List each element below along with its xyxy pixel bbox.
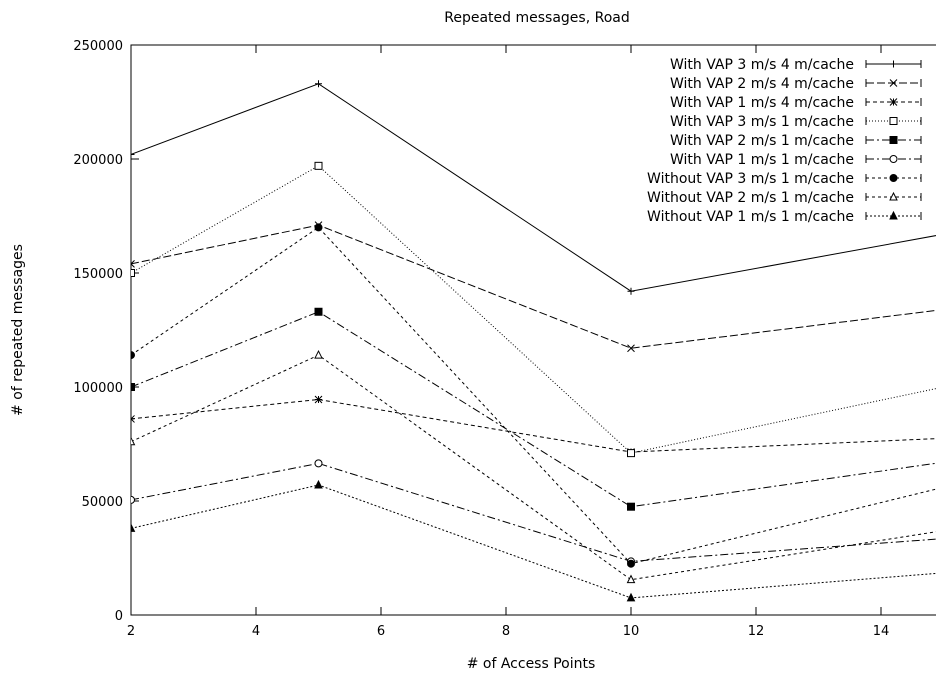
legend-label: With VAP 2 m/s 1 m/cache: [670, 133, 854, 149]
filled-triangle-marker: [131, 523, 136, 532]
filled-square-marker: [627, 502, 635, 511]
square-marker: [889, 117, 898, 125]
star-marker: [131, 415, 135, 423]
filled-triangle-marker: [626, 592, 636, 602]
legend-item: Without VAP 2 m/s 1 m/cache: [647, 190, 922, 206]
y-tick-label: 50000: [82, 495, 123, 510]
triangle-marker: [314, 349, 323, 359]
x-axis-label: # of Access Points: [467, 656, 596, 672]
plus-marker: [627, 287, 635, 295]
legend-item: With VAP 2 m/s 4 m/cache: [670, 76, 922, 92]
legend-label: With VAP 3 m/s 1 m/cache: [670, 114, 854, 130]
square-marker: [627, 449, 635, 458]
y-tick-label: 0: [115, 609, 123, 624]
filled-circle-marker: [131, 351, 135, 360]
legend-label: Without VAP 2 m/s 1 m/cache: [647, 190, 854, 206]
series-line: [131, 462, 936, 562]
star-marker: [889, 98, 898, 106]
star-marker: [314, 395, 323, 404]
series-line: [131, 311, 936, 508]
axes: 2 4 6 8 10 12 14 0 50000 100000 150000 200000 250000: [73, 39, 890, 639]
series-9: [131, 479, 936, 602]
filled-triangle-marker: [314, 479, 323, 489]
legend-item: With VAP 1 m/s 4 m/cache: [670, 95, 922, 111]
x-tick-label: 8: [502, 624, 510, 639]
x-tick-label: 14: [873, 624, 890, 639]
legend-item: Without VAP 3 m/s 1 m/cache: [647, 171, 922, 187]
x-tick-label: 4: [252, 624, 260, 639]
legend-label: With VAP 1 m/s 4 m/cache: [670, 95, 854, 111]
square-marker: [131, 269, 135, 277]
plus-marker: [890, 60, 897, 68]
filled-circle-marker: [627, 559, 635, 568]
circle-marker: [889, 155, 898, 163]
filled-circle-marker: [314, 223, 323, 232]
series-4: [131, 161, 936, 458]
y-axis-label: # of repeated messages: [10, 244, 26, 416]
x-tick-label: 10: [623, 624, 640, 639]
y-tick-label: 250000: [73, 39, 123, 54]
series-1: [131, 80, 936, 295]
x-tick-label: 6: [377, 624, 385, 639]
filled-square-marker: [889, 136, 898, 144]
filled-square-marker: [131, 383, 135, 391]
plus-marker: [315, 80, 322, 88]
series-line: [131, 226, 936, 565]
series-3: [131, 395, 936, 456]
filled-triangle-marker: [889, 210, 898, 220]
legend-item: With VAP 3 m/s 4 m/cache: [670, 57, 922, 73]
circle-marker: [314, 459, 323, 468]
plus-marker: [131, 150, 135, 158]
x-marker: [131, 260, 135, 268]
y-tick-label: 150000: [73, 267, 123, 282]
series-line: [131, 354, 936, 581]
x-tick-label: 2: [127, 624, 135, 639]
triangle-marker: [131, 436, 136, 446]
square-marker: [314, 161, 323, 170]
y-tick-label: 100000: [73, 381, 123, 396]
series-5: [131, 307, 936, 511]
series-line: [131, 398, 936, 453]
filled-square-marker: [314, 307, 323, 316]
x-marker: [627, 344, 635, 353]
x-tick-label: 12: [748, 624, 765, 639]
legend-item: Without VAP 1 m/s 1 m/cache: [647, 209, 922, 225]
legend-label: Without VAP 1 m/s 1 m/cache: [647, 209, 854, 225]
y-tick-label: 200000: [73, 153, 123, 168]
series-2: [131, 221, 936, 353]
plot-frame: [130, 44, 936, 616]
series-line: [131, 83, 936, 292]
legend-item: With VAP 2 m/s 1 m/cache: [670, 133, 922, 149]
series-line: [131, 224, 936, 349]
triangle-marker: [626, 574, 636, 584]
legend-label: With VAP 1 m/s 1 m/cache: [670, 152, 854, 168]
x-marker: [889, 79, 898, 87]
chart-title: Repeated messages, Road: [444, 10, 629, 26]
legend-item: With VAP 1 m/s 1 m/cache: [670, 152, 922, 168]
legend: With VAP 3 m/s 4 m/cache With VAP 2 m/s 4…: [647, 57, 922, 225]
triangle-marker: [889, 191, 898, 201]
series-line: [131, 484, 936, 599]
series-lines: [131, 80, 936, 602]
legend-item: With VAP 3 m/s 1 m/cache: [670, 114, 922, 130]
series-8: [131, 349, 936, 584]
series-6: [131, 459, 936, 566]
legend-label: With VAP 2 m/s 4 m/cache: [670, 76, 854, 92]
series-7: [131, 223, 936, 568]
filled-circle-marker: [889, 174, 898, 182]
legend-label: With VAP 3 m/s 4 m/cache: [670, 57, 854, 73]
legend-label: Without VAP 3 m/s 1 m/cache: [647, 171, 854, 187]
circle-marker: [131, 495, 135, 504]
